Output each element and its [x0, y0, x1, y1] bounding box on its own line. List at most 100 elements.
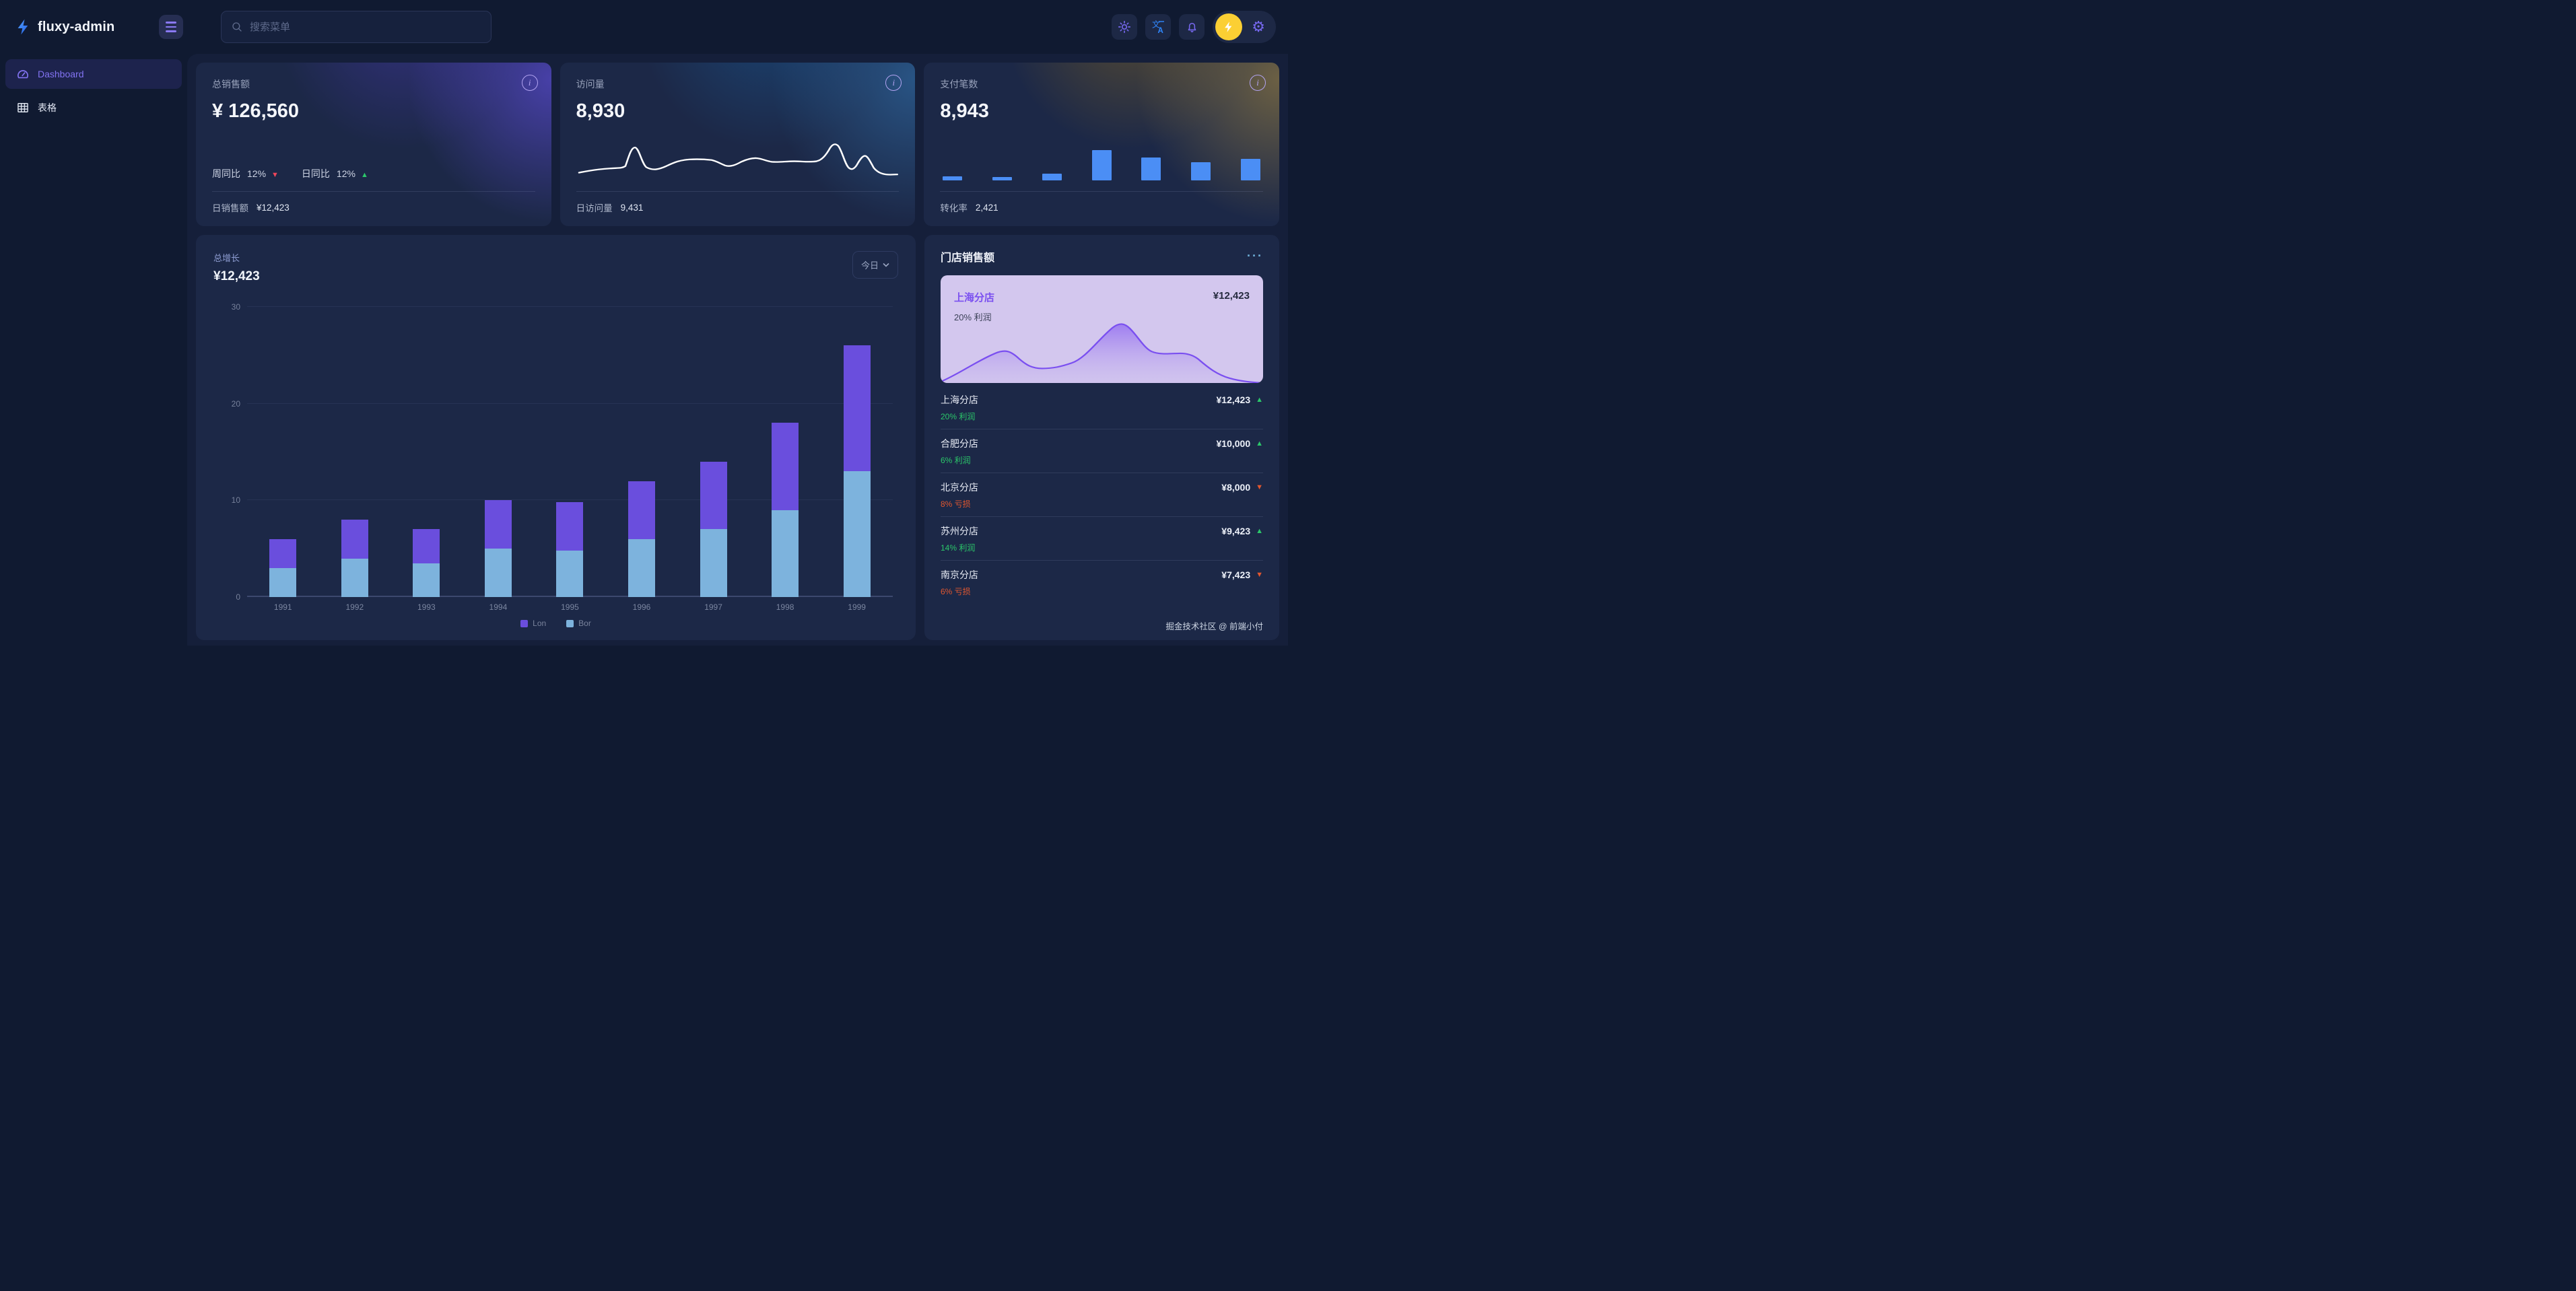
stat-card-title: 支付笔数: [940, 79, 978, 90]
growth-plot: 0 10 20 30: [232, 302, 893, 602]
bar-segment-bor: [772, 510, 799, 597]
divider: [576, 191, 900, 192]
search-input[interactable]: [250, 21, 481, 33]
store-name: 上海分店: [941, 394, 978, 405]
mini-bar: [1091, 150, 1112, 180]
bar-segment-lon: [556, 502, 584, 551]
growth-title: 总增长: [213, 253, 240, 263]
store-row[interactable]: 上海分店 ¥12,423 ▲ 20% 利润: [941, 386, 1263, 429]
watermark: 掘金技术社区 @ 前端小付: [1165, 622, 1263, 631]
theme-toggle-button[interactable]: [1112, 14, 1138, 40]
sidebar-item-dashboard[interactable]: Dashboard: [5, 59, 182, 89]
store-profit-percent: 14% 利润: [941, 543, 976, 553]
visits-sparkline: [576, 137, 900, 180]
sidebar: Dashboard 表格: [0, 54, 187, 646]
stat-card-footer: 转化率 2,421: [940, 202, 998, 214]
store-row[interactable]: 苏州分店 ¥9,423 ▲ 14% 利润: [941, 517, 1263, 561]
store-row[interactable]: 南京分店 ¥7,423 ▼ 6% 亏损: [941, 561, 1263, 604]
x-axis-labels: 1991 1992 1993 1994 1995 1996 1997 1998 1999: [247, 602, 893, 612]
y-tick-label: 0: [236, 592, 240, 602]
notifications-button[interactable]: [1179, 14, 1205, 40]
gridline: [247, 499, 893, 501]
store-profit-percent: 6% 利润: [941, 456, 971, 465]
store-name: 苏州分店: [941, 526, 978, 536]
bar-segment-bor: [843, 471, 871, 597]
store-row[interactable]: 北京分店 ¥8,000 ▼ 8% 亏损: [941, 473, 1263, 517]
stat-card-title: 访问量: [576, 79, 605, 90]
menu-toggle-button[interactable]: [159, 15, 183, 39]
bar-segment-lon: [843, 345, 871, 472]
x-tick-label: 1999: [848, 602, 866, 612]
trend-up-icon: ▲: [1256, 527, 1263, 535]
bar-segment-bor: [556, 551, 584, 597]
user-pill[interactable]: ⚙: [1213, 11, 1276, 43]
language-switch-button[interactable]: 文 A: [1145, 14, 1172, 40]
range-select[interactable]: 今日: [852, 251, 898, 279]
bar-group-1996: [628, 307, 655, 597]
y-tick-label: 20: [231, 398, 240, 409]
bars-container: [247, 307, 893, 597]
bar-segment-lon: [269, 538, 297, 568]
more-icon[interactable]: ···: [1247, 249, 1263, 263]
store-row[interactable]: 合肥分店 ¥10,000 ▲ 6% 利润: [941, 429, 1263, 473]
x-tick-label: 1996: [632, 602, 651, 612]
growth-chart-card: 总增长 ¥12,423 今日 0 10 20 30 1991 1992 1993 1994 1…: [196, 235, 916, 640]
payments-minibars: [940, 145, 1263, 180]
sidebar-item-table[interactable]: 表格: [5, 93, 182, 123]
search-box[interactable]: [221, 11, 492, 43]
bar-group-1993: [413, 307, 440, 597]
metric-week: 周同比 12% ▼: [212, 168, 279, 179]
store-name: 北京分店: [941, 482, 978, 493]
stat-cards-row: i 总销售额 ¥ 126,560 周同比 12% ▼ 日同比 12% ▲ 日销售额 ¥12…: [196, 63, 1279, 226]
bar-segment-lon: [341, 520, 368, 559]
info-icon[interactable]: i: [521, 75, 538, 91]
sidebar-item-label: Dashboard: [38, 69, 84, 79]
logo-lightning-icon: [18, 19, 28, 35]
bar-segment-lon: [484, 500, 512, 549]
stat-card-value: 8,930: [576, 100, 625, 122]
bottom-row: 总增长 ¥12,423 今日 0 10 20 30 1991 1992 1993 1994 1…: [196, 235, 1279, 640]
bell-icon: [1188, 22, 1196, 32]
featured-store-card[interactable]: 上海分店 ¥12,423 20% 利润: [941, 275, 1263, 383]
store-value: ¥12,423: [1216, 394, 1251, 405]
sidebar-item-label: 表格: [38, 102, 57, 113]
avatar[interactable]: [1215, 13, 1243, 40]
bar-segment-bor: [484, 549, 512, 597]
stat-card-total-sales: i 总销售额 ¥ 126,560 周同比 12% ▼ 日同比 12% ▲ 日销售额 ¥12…: [196, 63, 551, 226]
x-tick-label: 1992: [345, 602, 364, 612]
growth-value: ¥12,423: [213, 269, 260, 283]
featured-area-chart: [941, 323, 1263, 383]
store-name: 合肥分店: [941, 438, 978, 449]
info-icon[interactable]: i: [885, 75, 902, 91]
stat-card-footer: 日访问量 9,431: [576, 202, 644, 214]
table-grid-icon: [16, 101, 30, 114]
store-value: ¥7,423: [1221, 569, 1251, 580]
store-value: ¥10,000: [1216, 438, 1251, 449]
legend-item-bor[interactable]: Bor: [566, 619, 591, 628]
info-icon[interactable]: i: [1250, 75, 1266, 91]
stat-metrics: 周同比 12% ▼ 日同比 12% ▲: [212, 167, 535, 180]
x-tick-label: 1995: [561, 602, 579, 612]
x-tick-label: 1998: [776, 602, 794, 612]
bar-group-1992: [341, 307, 368, 597]
bar-segment-lon: [772, 423, 799, 510]
bar-segment-lon: [700, 461, 727, 530]
stat-card-value: 8,943: [940, 100, 989, 122]
gauge-icon: [16, 67, 30, 81]
settings-gear-icon[interactable]: ⚙: [1252, 18, 1265, 35]
featured-store-name: 上海分店: [954, 292, 995, 304]
trend-down-icon: ▼: [271, 171, 279, 179]
stat-card-footer: 日销售额 ¥12,423: [212, 202, 290, 214]
bar-group-1997: [700, 307, 727, 597]
gridline: [247, 403, 893, 404]
x-tick-label: 1991: [273, 602, 292, 612]
trend-up-icon: ▲: [360, 171, 368, 179]
legend-item-lon[interactable]: Lon: [520, 619, 546, 628]
avatar-lightning-icon: [1225, 22, 1232, 32]
store-profit-percent: 6% 亏损: [941, 587, 971, 596]
bar-group-1994: [484, 307, 512, 597]
store-panel-title: 门店销售额: [941, 252, 995, 264]
stat-card-title: 总销售额: [212, 79, 250, 90]
growth-chart-header: 总增长 ¥12,423 今日: [213, 251, 898, 284]
trend-down-icon: ▼: [1256, 571, 1263, 579]
